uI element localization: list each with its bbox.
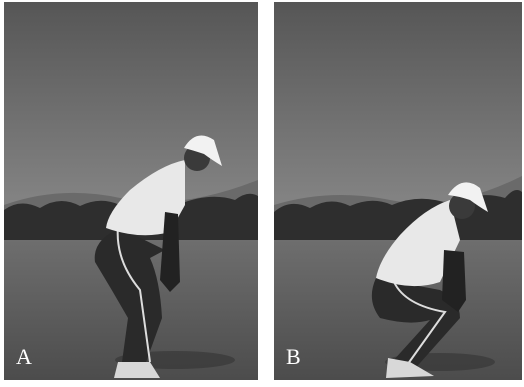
- photo-b: B: [274, 2, 522, 380]
- arm: [160, 212, 180, 292]
- shoes: [386, 358, 434, 378]
- pants: [94, 228, 165, 365]
- cap: [448, 182, 488, 212]
- photo-a: A: [4, 2, 258, 380]
- panel-label: B: [286, 344, 301, 369]
- arm: [442, 250, 466, 312]
- pants-stripe: [393, 281, 447, 369]
- shirt: [376, 200, 460, 287]
- pants-stripe: [116, 225, 151, 363]
- pants: [371, 278, 460, 372]
- cap: [184, 135, 222, 166]
- shoes: [114, 362, 160, 378]
- panel-label: A: [16, 344, 32, 369]
